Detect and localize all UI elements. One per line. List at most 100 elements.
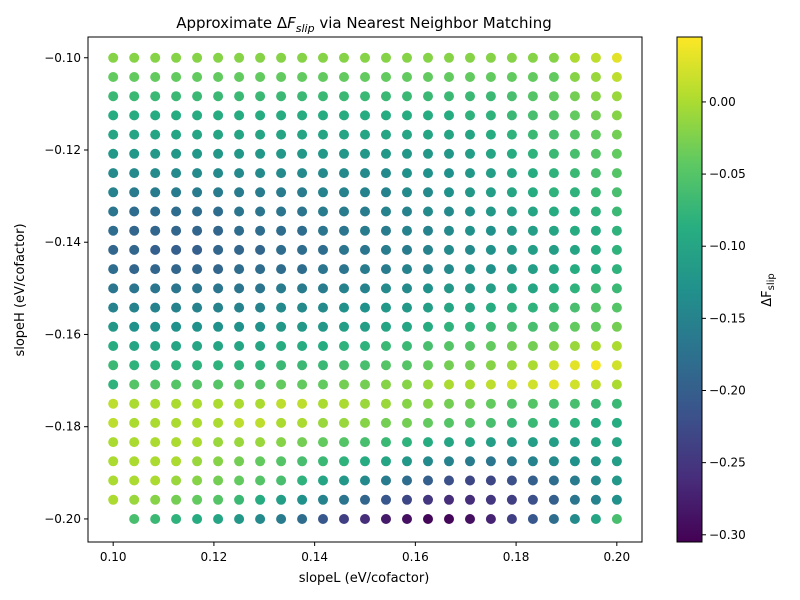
data-point xyxy=(590,244,601,255)
data-point xyxy=(485,91,496,102)
data-point xyxy=(318,206,328,217)
data-point xyxy=(569,187,580,198)
data-point xyxy=(506,437,517,448)
x-tick-label: 0.10 xyxy=(100,550,127,564)
data-point xyxy=(297,110,308,121)
data-point xyxy=(255,437,266,448)
data-point xyxy=(465,244,475,255)
data-point xyxy=(234,148,245,159)
data-point xyxy=(485,148,496,159)
data-point xyxy=(150,302,161,313)
data-point xyxy=(297,475,308,486)
data-point xyxy=(465,475,475,486)
data-point xyxy=(150,494,161,505)
y-tick-label: −0.12 xyxy=(44,143,81,157)
data-point xyxy=(590,110,601,121)
data-point xyxy=(506,341,517,351)
data-point xyxy=(590,72,601,82)
data-point xyxy=(255,52,266,63)
data-point xyxy=(506,494,517,505)
data-point xyxy=(213,514,224,524)
data-point xyxy=(381,187,391,198)
data-point xyxy=(213,417,224,428)
data-point xyxy=(276,341,287,351)
data-point xyxy=(569,110,580,121)
data-point xyxy=(485,225,496,236)
chart-title: Approximate ΔFslip via Nearest Neighbor … xyxy=(176,14,552,35)
data-point xyxy=(150,437,161,448)
data-point xyxy=(318,244,328,255)
data-point xyxy=(527,187,538,198)
data-point xyxy=(611,244,622,255)
data-point xyxy=(108,437,119,448)
data-point xyxy=(213,52,224,63)
data-point xyxy=(234,244,245,255)
data-point xyxy=(590,456,601,467)
data-point xyxy=(318,341,328,351)
data-point xyxy=(276,494,287,505)
data-point xyxy=(527,456,538,467)
data-point xyxy=(444,129,454,140)
data-point xyxy=(129,148,140,159)
data-point xyxy=(402,475,412,486)
data-point xyxy=(192,187,203,198)
data-point xyxy=(276,129,287,140)
data-point xyxy=(444,187,454,198)
data-point xyxy=(527,52,538,63)
data-point xyxy=(569,475,580,486)
data-point xyxy=(150,264,161,275)
data-point xyxy=(297,91,308,102)
data-point xyxy=(360,129,370,140)
data-point xyxy=(381,321,391,332)
data-point xyxy=(150,187,161,198)
data-point xyxy=(213,437,224,448)
data-point xyxy=(590,91,601,102)
data-point xyxy=(611,264,622,275)
data-point xyxy=(192,91,203,102)
data-point xyxy=(192,456,203,467)
data-point xyxy=(129,264,140,275)
data-point xyxy=(485,283,496,294)
data-point xyxy=(171,244,182,255)
data-point xyxy=(171,52,182,63)
data-point xyxy=(465,514,475,524)
data-point xyxy=(444,225,454,236)
data-point xyxy=(548,225,559,236)
data-point xyxy=(423,379,433,390)
data-point xyxy=(129,417,140,428)
data-point xyxy=(381,225,391,236)
colorbar xyxy=(677,37,702,542)
data-point xyxy=(569,360,580,371)
data-point xyxy=(527,475,538,486)
data-point xyxy=(569,321,580,332)
data-point xyxy=(402,379,412,390)
x-axis-label: slopeL (eV/cofactor) xyxy=(299,571,430,586)
data-point xyxy=(590,514,601,524)
data-point xyxy=(129,302,140,313)
data-point xyxy=(255,283,266,294)
data-point xyxy=(255,514,266,524)
data-point xyxy=(485,187,496,198)
data-point xyxy=(506,225,517,236)
data-point xyxy=(465,110,475,121)
data-point xyxy=(465,52,475,63)
data-point xyxy=(423,417,433,428)
data-point xyxy=(485,514,496,524)
data-point xyxy=(485,494,496,505)
data-point xyxy=(381,91,391,102)
data-point xyxy=(108,475,119,486)
data-point xyxy=(590,264,601,275)
data-point xyxy=(548,206,559,217)
data-point xyxy=(108,398,119,409)
data-point xyxy=(381,148,391,159)
data-point xyxy=(129,321,140,332)
data-point xyxy=(465,302,475,313)
data-point xyxy=(444,264,454,275)
data-point xyxy=(297,341,308,351)
data-point xyxy=(150,514,161,524)
data-point xyxy=(255,129,266,140)
data-point xyxy=(129,456,140,467)
data-point xyxy=(129,91,140,102)
data-point xyxy=(423,91,433,102)
data-point xyxy=(297,321,308,332)
